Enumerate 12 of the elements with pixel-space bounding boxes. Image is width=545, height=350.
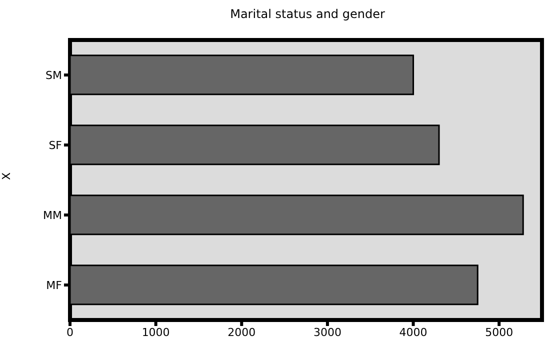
x-tick-label: 4000 bbox=[399, 326, 428, 339]
y-tick-label: SF bbox=[48, 138, 62, 152]
y-axis-title: X bbox=[0, 172, 13, 180]
y-tick-label: SM bbox=[46, 68, 62, 82]
chart-title: Marital status and gender bbox=[229, 6, 386, 23]
y-tick-label: MF bbox=[46, 278, 62, 292]
y-tick-label: MM bbox=[43, 208, 62, 222]
x-tick-label: 0 bbox=[66, 326, 74, 339]
x-tick-label: 3000 bbox=[313, 326, 342, 339]
x-tick-label: 1000 bbox=[142, 326, 170, 339]
x-tick-label: 5000 bbox=[485, 326, 514, 339]
x-tick-label: 2000 bbox=[228, 326, 256, 339]
